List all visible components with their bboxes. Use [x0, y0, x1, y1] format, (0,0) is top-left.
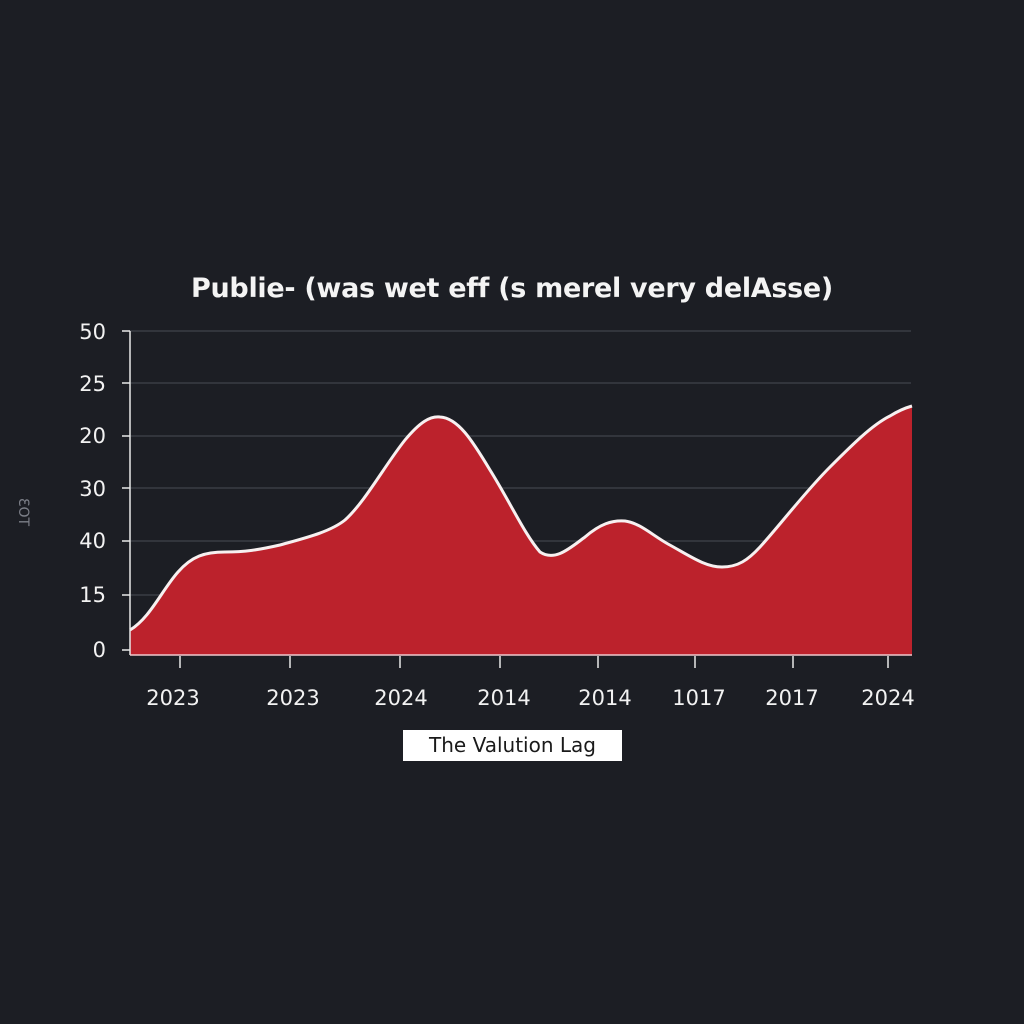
- area-line: [129, 404, 913, 632]
- y-tick-label: 20: [79, 424, 106, 448]
- x-tick-label: 2023: [266, 686, 320, 710]
- x-tick-label: 2024: [374, 686, 428, 710]
- y-tick-label: 25: [79, 372, 106, 396]
- chart-title: Publie- (was wet eff (s merel very delAs…: [191, 273, 833, 304]
- x-tick-label: 2023: [146, 686, 200, 710]
- y-tick-label: 40: [79, 529, 106, 553]
- x-tick-label: 2014: [578, 686, 632, 710]
- area-fill: [130, 406, 912, 655]
- chart-caption-label: The Valution Lag: [403, 730, 622, 761]
- y-tick-label: 0: [92, 638, 106, 662]
- y-tick-label: 30: [79, 477, 106, 501]
- x-tick-label: 1017: [672, 686, 726, 710]
- x-tick-label: 2014: [477, 686, 531, 710]
- y-tick-label: 50: [79, 320, 106, 344]
- x-tick-label: 2024: [861, 686, 915, 710]
- axes: [122, 330, 912, 668]
- y-tick-label: 15: [79, 583, 106, 607]
- x-tick-label: 2017: [765, 686, 819, 710]
